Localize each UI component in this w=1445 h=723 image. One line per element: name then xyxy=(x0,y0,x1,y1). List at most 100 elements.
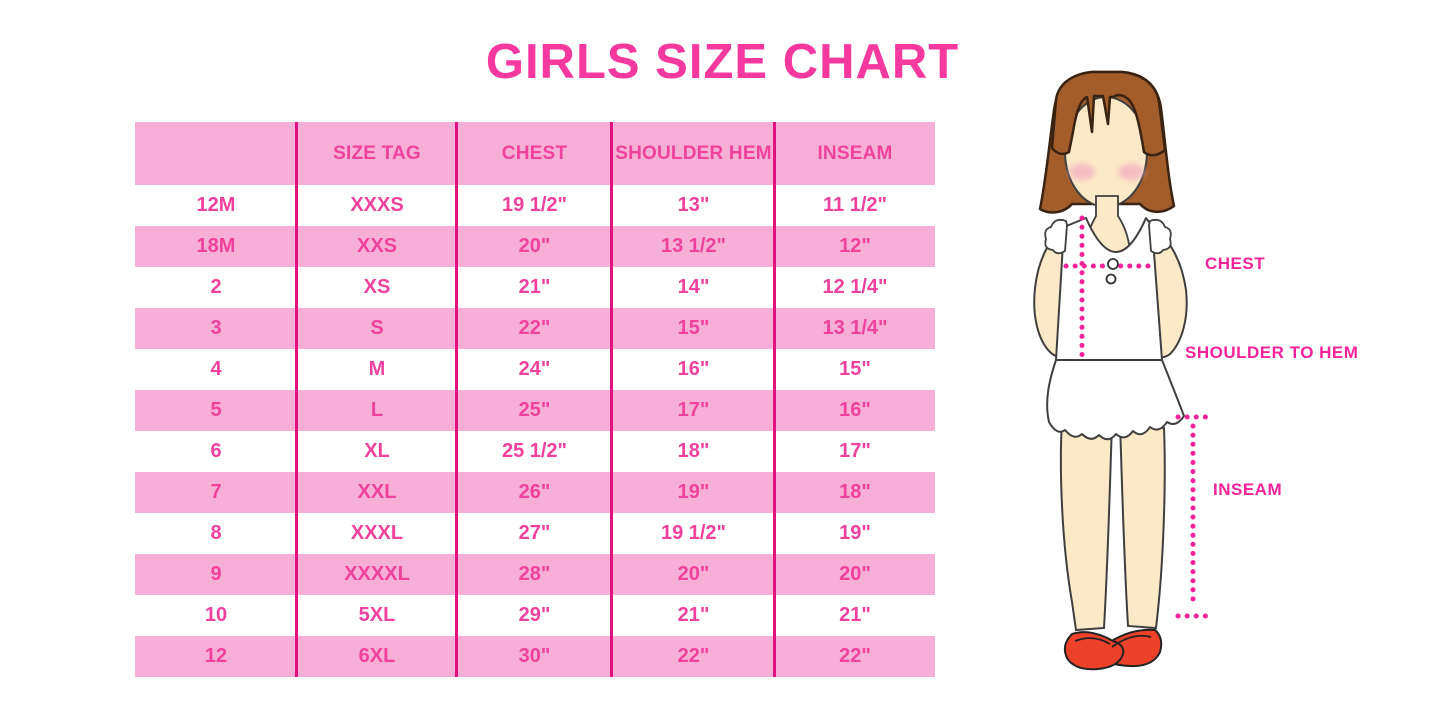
blush-right xyxy=(1118,164,1144,180)
column-divider xyxy=(773,122,776,677)
table-cell: 25 1/2" xyxy=(501,440,568,462)
table-cell: 6XL xyxy=(358,645,396,667)
header-cell-shoulder-hem: SHOULDER HEM xyxy=(615,142,772,164)
table-cell: 13" xyxy=(677,194,710,216)
table-row: 8 XXXL 27" 19 1/2" 19" xyxy=(135,513,935,554)
table-row: 7 XXL 26" 19" 18" xyxy=(135,472,935,513)
table-cell: 14" xyxy=(677,276,710,298)
column-divider xyxy=(295,122,298,677)
table-row: 9 XXXXL 28" 20" 20" xyxy=(135,554,935,595)
table-cell: 29" xyxy=(518,604,551,626)
table-cell: 8 xyxy=(210,522,222,544)
shoe-strap-right xyxy=(1111,634,1152,648)
table-cell: 12" xyxy=(839,235,871,257)
ruffle-right xyxy=(1148,218,1172,255)
table-row: 10 5XL 29" 21" 21" xyxy=(135,595,935,636)
table-cell: L xyxy=(370,399,384,421)
table-cell: XS xyxy=(363,276,391,298)
table-cell: 18" xyxy=(677,440,710,462)
table-cell: 24" xyxy=(518,358,551,380)
column-divider xyxy=(610,122,613,677)
table-row: 3 S 22" 15" 13 1/4" xyxy=(135,308,935,349)
table-cell: 12 xyxy=(204,645,228,667)
table-cell: 19 1/2" xyxy=(660,522,727,544)
button-top xyxy=(1107,258,1119,270)
table-cell: S xyxy=(370,317,384,339)
table-cell: 22" xyxy=(518,317,551,339)
ruffle-left xyxy=(1044,218,1068,255)
table-cell: 5XL xyxy=(358,604,396,626)
table-cell: 6 xyxy=(210,440,222,462)
chest-label: CHEST xyxy=(1205,254,1266,273)
header-cell-inseam: INSEAM xyxy=(817,142,893,164)
table-cell: 19" xyxy=(839,522,871,544)
table-cell: XXXL xyxy=(350,522,404,544)
table-cell: 22" xyxy=(677,645,710,667)
table-cell: 4 xyxy=(210,358,222,380)
header-cell-chest: CHEST xyxy=(501,142,568,164)
table-cell: 15" xyxy=(677,317,710,339)
table-row: 18M XXS 20" 13 1/2" 12" xyxy=(135,226,935,267)
table-row: 4 M 24" 16" 15" xyxy=(135,349,935,390)
table-cell: 20" xyxy=(518,235,551,257)
table-cell: 17" xyxy=(839,440,871,462)
table-cell: 12M xyxy=(196,194,236,216)
page-title: GIRLS SIZE CHART xyxy=(485,35,960,89)
header-cell-blank xyxy=(135,122,297,185)
table-cell: 10 xyxy=(204,604,228,626)
table-cell: 20" xyxy=(677,563,710,585)
leg-left xyxy=(1059,418,1114,632)
dress-skirt xyxy=(1046,359,1185,441)
shoulder-to-hem-label: SHOULDER TO HEM xyxy=(1185,343,1359,362)
table-cell: 13 1/2" xyxy=(660,235,727,257)
table-cell: 19" xyxy=(677,481,710,503)
table-cell: XXXS xyxy=(350,194,404,216)
table-cell: 11 1/2" xyxy=(823,194,887,216)
table-cell: 16" xyxy=(677,358,710,380)
table-cell: 18M xyxy=(196,235,236,257)
table-header-row: SIZE TAG CHEST SHOULDER HEM INSEAM xyxy=(135,122,935,185)
table-cell: 22" xyxy=(839,645,871,667)
table-cell: 19 1/2" xyxy=(501,194,568,216)
table-row: 12 6XL 30" 22" 22" xyxy=(135,636,935,677)
girl-illustration xyxy=(1033,70,1209,671)
table-cell: 17" xyxy=(677,399,710,421)
column-divider xyxy=(455,122,458,677)
shoe-strap-left xyxy=(1074,637,1111,645)
table-cell: XXXXL xyxy=(344,563,410,585)
table-cell: 7 xyxy=(210,481,222,503)
blush-left xyxy=(1069,164,1095,180)
table-row: 5 L 25" 17" 16" xyxy=(135,390,935,431)
table-cell: 21" xyxy=(518,276,551,298)
table-cell: 25" xyxy=(518,399,551,421)
table-cell: XL xyxy=(364,440,390,462)
inseam-label: INSEAM xyxy=(1213,480,1283,499)
table-cell: 13 1/4" xyxy=(822,317,888,339)
table-cell: 26" xyxy=(518,481,551,503)
table-cell: 9 xyxy=(210,563,222,585)
table-row: 12M XXXS 19 1/2" 13" 11 1/2" xyxy=(135,185,935,226)
table-cell: 15" xyxy=(839,358,871,380)
hair-bangs xyxy=(1050,70,1167,157)
table-cell: 30" xyxy=(518,645,551,667)
table-cell: 21" xyxy=(839,604,871,626)
button-bottom xyxy=(1105,273,1117,285)
table-cell: 20" xyxy=(839,563,871,585)
table-cell: 21" xyxy=(677,604,710,626)
table-cell: 3 xyxy=(210,317,222,339)
header-cell-size-tag: SIZE TAG xyxy=(333,142,421,164)
table-cell: 5 xyxy=(210,399,222,421)
size-table: SIZE TAG CHEST SHOULDER HEM INSEAM 12M XX… xyxy=(135,122,935,677)
table-cell: XXS xyxy=(356,235,398,257)
table-cell: 18" xyxy=(839,481,871,503)
table-cell: 2 xyxy=(210,276,222,298)
table-cell: M xyxy=(368,358,386,380)
table-row: 6 XL 25 1/2" 18" 17" xyxy=(135,431,935,472)
table-cell: XXL xyxy=(357,481,397,503)
table-cell: 28" xyxy=(518,563,551,585)
table-cell: 16" xyxy=(839,399,871,421)
shoe-left xyxy=(1063,631,1125,671)
leg-right xyxy=(1118,422,1166,630)
table-row: 2 XS 21" 14" 12 1/4" xyxy=(135,267,935,308)
